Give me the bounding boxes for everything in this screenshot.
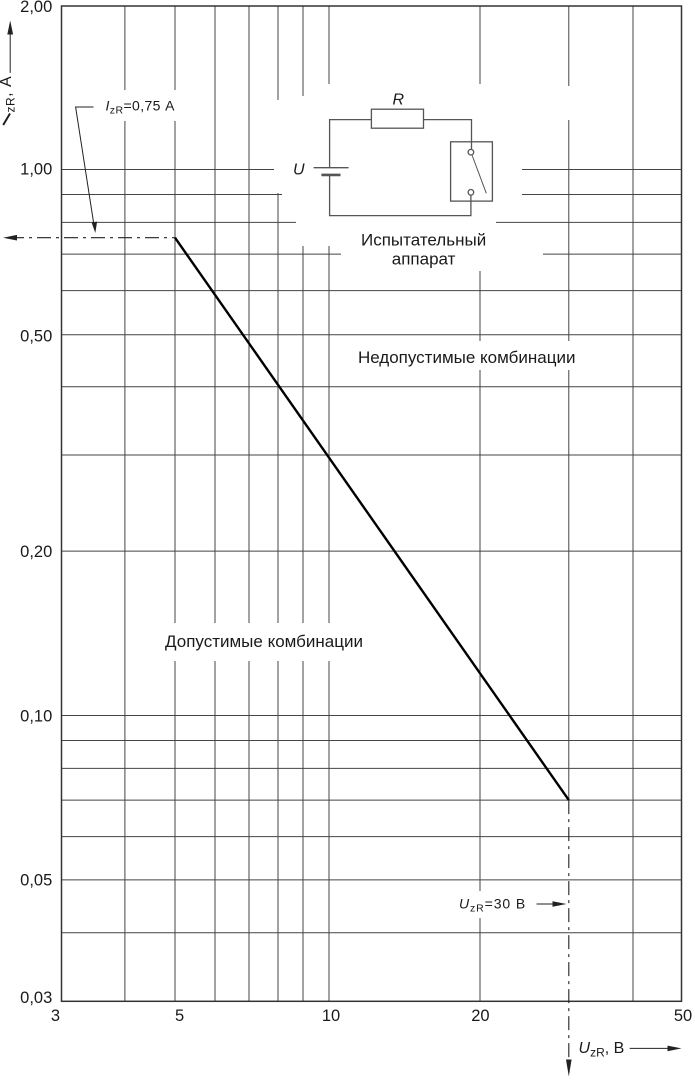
svg-text:10: 10 (322, 1007, 340, 1025)
svg-text:IzR=0,75 А: IzR=0,75 А (106, 97, 176, 116)
svg-text:3: 3 (51, 1007, 60, 1025)
svg-text:UzR=30 В: UzR=30 В (459, 895, 526, 914)
svg-text:1,00: 1,00 (20, 161, 52, 179)
svg-text:Испытательный: Испытательный (361, 231, 486, 250)
svg-text:20: 20 (471, 1007, 489, 1025)
svg-text:2,00: 2,00 (20, 0, 52, 16)
svg-text:0,10: 0,10 (20, 707, 52, 725)
svg-text:Недопустимые комбинации: Недопустимые комбинации (358, 348, 576, 367)
svg-text:U: U (293, 162, 305, 179)
svg-text:5: 5 (175, 1007, 184, 1025)
svg-text:0,20: 0,20 (20, 543, 52, 561)
svg-text:R: R (393, 92, 405, 109)
svg-text:UzR, В: UzR, В (579, 1040, 625, 1060)
svg-text:Допустимые комбинации: Допустимые комбинации (165, 632, 363, 651)
svg-text:аппарат: аппарат (392, 249, 456, 268)
svg-text:zR, А: zR, А (0, 76, 18, 113)
svg-text:50: 50 (674, 1007, 692, 1025)
svg-text:0,05: 0,05 (20, 872, 52, 890)
svg-text:0,50: 0,50 (20, 328, 52, 346)
svg-text:0,03: 0,03 (20, 989, 52, 1007)
